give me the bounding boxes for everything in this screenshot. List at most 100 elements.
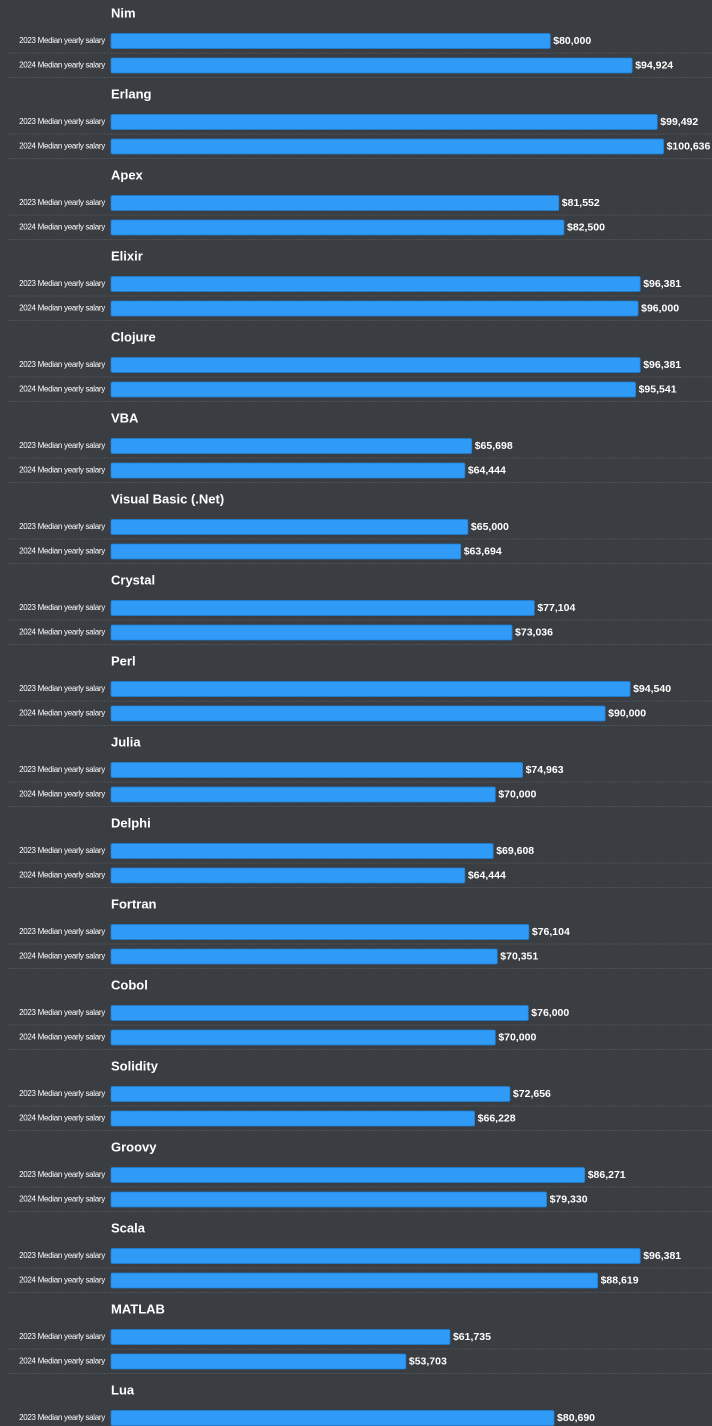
category-label: Fortran <box>111 896 157 911</box>
value-label: $96,000 <box>641 302 679 314</box>
value-label: $96,381 <box>643 359 681 371</box>
bar <box>110 1353 407 1370</box>
value-label: $76,000 <box>531 1007 569 1019</box>
row-label: 2023 Median yearly salary <box>19 1413 105 1422</box>
row-label: 2023 Median yearly salary <box>19 441 105 450</box>
row-label: 2023 Median yearly salary <box>19 117 105 126</box>
bar <box>110 1272 598 1289</box>
value-label: $69,608 <box>496 845 534 857</box>
value-label: $82,500 <box>567 221 605 233</box>
bar <box>110 138 664 155</box>
category-label: MATLAB <box>111 1301 165 1316</box>
row-label: 2023 Median yearly salary <box>19 36 105 45</box>
bar <box>110 543 462 560</box>
bar <box>110 519 469 535</box>
bar <box>110 33 551 49</box>
value-label: $81,552 <box>562 197 600 209</box>
value-label: $79,330 <box>550 1193 588 1205</box>
row-label: 2024 Median yearly salary <box>19 385 105 394</box>
row-label: 2024 Median yearly salary <box>19 871 105 880</box>
bar <box>110 381 636 398</box>
category-label: Visual Basic (.Net) <box>111 491 224 506</box>
bar <box>110 705 606 722</box>
value-label: $76,104 <box>532 926 570 938</box>
value-label: $72,656 <box>513 1088 551 1100</box>
bar <box>110 114 658 130</box>
row-label: 2023 Median yearly salary <box>19 1089 105 1098</box>
row-label: 2024 Median yearly salary <box>19 1276 105 1285</box>
bar <box>110 300 639 317</box>
bar <box>110 624 513 641</box>
row-label: 2023 Median yearly salary <box>19 198 105 207</box>
value-label: $63,694 <box>464 545 502 557</box>
value-label: $53,703 <box>409 1355 447 1367</box>
row-label: 2023 Median yearly salary <box>19 927 105 936</box>
category-label: Solidity <box>111 1058 159 1073</box>
row-label: 2023 Median yearly salary <box>19 1251 105 1260</box>
category-label: Nim <box>111 5 136 20</box>
bar <box>110 948 498 965</box>
value-label: $95,541 <box>639 383 677 395</box>
bar <box>110 762 524 778</box>
bar <box>110 219 565 236</box>
bar <box>110 357 641 373</box>
bar <box>110 1167 586 1183</box>
value-label: $96,381 <box>643 278 681 290</box>
value-label: $77,104 <box>537 602 575 614</box>
value-label: $74,963 <box>526 764 564 776</box>
value-label: $90,000 <box>608 707 646 719</box>
value-label: $86,271 <box>588 1169 626 1181</box>
value-label: $65,000 <box>471 521 509 533</box>
row-label: 2024 Median yearly salary <box>19 223 105 232</box>
row-label: 2023 Median yearly salary <box>19 1008 105 1017</box>
value-label: $64,444 <box>468 869 506 881</box>
row-label: 2024 Median yearly salary <box>19 709 105 718</box>
bar <box>110 1248 641 1264</box>
value-label: $61,735 <box>453 1331 491 1343</box>
row-label: 2023 Median yearly salary <box>19 765 105 774</box>
category-label: Clojure <box>111 329 156 344</box>
value-label: $65,698 <box>475 440 513 452</box>
row-label: 2023 Median yearly salary <box>19 1170 105 1179</box>
bar <box>110 681 631 697</box>
value-label: $64,444 <box>468 464 506 476</box>
bar <box>110 786 496 803</box>
row-label: 2024 Median yearly salary <box>19 952 105 961</box>
value-label: $99,492 <box>660 116 698 128</box>
row-label: 2024 Median yearly salary <box>19 790 105 799</box>
value-label: $100,636 <box>667 140 711 152</box>
bar <box>110 924 530 940</box>
row-label: 2023 Median yearly salary <box>19 522 105 531</box>
category-label: Scala <box>111 1220 146 1235</box>
category-label: Apex <box>111 167 144 182</box>
bar <box>110 438 473 454</box>
value-label: $80,000 <box>553 35 591 47</box>
category-label: Delphi <box>111 815 151 830</box>
row-label: 2024 Median yearly salary <box>19 547 105 556</box>
category-label: Erlang <box>111 86 152 101</box>
bar <box>110 462 466 479</box>
value-label: $96,381 <box>643 1250 681 1262</box>
row-label: 2024 Median yearly salary <box>19 1114 105 1123</box>
category-label: Cobol <box>111 977 148 992</box>
bar <box>110 1005 529 1021</box>
value-label: $70,000 <box>498 788 536 800</box>
value-label: $73,036 <box>515 626 553 638</box>
category-label: Elixir <box>111 248 143 263</box>
bar <box>110 276 641 292</box>
row-label: 2023 Median yearly salary <box>19 846 105 855</box>
row-label: 2023 Median yearly salary <box>19 603 105 612</box>
category-label: VBA <box>111 410 139 425</box>
bar <box>110 1029 496 1046</box>
bar <box>110 600 535 616</box>
row-label: 2023 Median yearly salary <box>19 1332 105 1341</box>
bar <box>110 57 633 74</box>
bar <box>110 1329 451 1345</box>
category-label: Julia <box>111 734 141 749</box>
row-label: 2023 Median yearly salary <box>19 360 105 369</box>
category-label: Crystal <box>111 572 155 587</box>
row-label: 2024 Median yearly salary <box>19 1033 105 1042</box>
value-label: $94,924 <box>635 59 673 71</box>
bar <box>110 1191 547 1208</box>
